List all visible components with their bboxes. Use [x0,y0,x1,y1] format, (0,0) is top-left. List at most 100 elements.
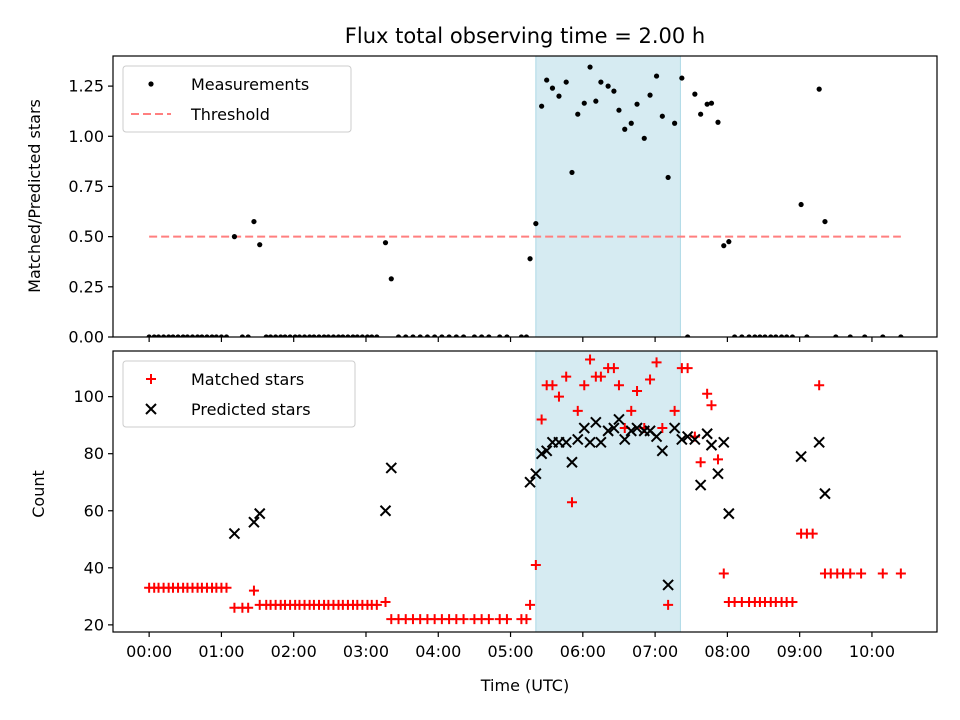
x-tick-label: 04:00 [415,642,461,661]
predicted-stars-point [613,413,625,426]
measurements-point [523,334,530,337]
measurements-point [726,239,732,245]
predicted-stars-point [813,436,825,448]
matched-stars-point [845,568,856,579]
matched-stars-point [536,414,547,425]
matched-stars-point [626,405,637,416]
measurements-point [784,334,790,337]
matched-stars-point [613,380,624,391]
measurements-point [350,334,356,337]
matched-stars-point [566,497,577,508]
measurements-point [395,334,402,337]
matched-stars-point [787,597,798,608]
top-y-tick-label: 0.50 [68,227,104,246]
matched-stars-point [547,380,558,391]
legend-frame [122,360,356,428]
top-y-tick-label: 0.00 [68,328,104,347]
measurements-point [479,334,485,337]
predicted-stars-point [595,436,607,448]
top-y-axis-label: Matched/Predicted stars [25,99,44,293]
predicted-stars-point [572,433,584,446]
predicted-stars-point [578,422,590,434]
bottom-y-tick-label: 100 [73,387,104,406]
bottom-y-tick-label: 80 [84,444,104,463]
measurements-point [816,86,822,92]
predicted-stars-point [540,445,553,457]
measurements-point [354,334,360,337]
measurements-point [311,334,317,337]
predicted-stars-point [681,430,694,443]
measurements-point [180,334,186,337]
measurements-point [732,334,738,337]
measurements-point [335,334,342,337]
measurements-point [278,334,284,337]
measurements-point [746,334,752,337]
matched-stars-point [695,457,706,468]
matched-stars-point [632,385,643,396]
measurements-point [898,334,904,337]
matched-stars-point [877,568,888,579]
x-tick-label: 10:00 [849,642,895,661]
matched-stars-point [521,614,532,625]
matched-stars-point [525,599,536,610]
matched-stars-point [579,380,590,391]
predicted-stars-point [656,445,669,457]
measurements-point [471,334,478,337]
matched-stars-point [458,614,469,625]
measurements-point [739,334,745,337]
legend-marker [145,403,157,415]
predicted-stars-point [254,507,266,520]
measurements-point [539,103,545,109]
legend-label: Matched stars [191,370,304,389]
measurements-point [641,135,647,141]
measurements-point [708,100,715,106]
bottom-y-tick-label: 40 [84,558,104,577]
measurements-point [194,334,201,337]
x-tick-label: 07:00 [632,642,678,661]
top-y-tick-label: 0.75 [68,177,104,196]
matched-stars-point [718,568,729,579]
matched-stars-point [221,582,232,593]
measurements-point [439,334,445,337]
top-legend: Measurements Threshold [122,65,352,133]
top-axes-frame [112,55,938,338]
predicted-stars-point [602,425,614,437]
matched-stars-point [663,599,674,610]
measurements-point [822,218,828,225]
measurements-point [773,334,779,337]
measurements-point [634,101,640,107]
top-y-tick-label: 1.25 [68,77,104,96]
measurements-point [204,334,210,337]
measurements-point [880,334,886,337]
measurements-point [189,334,196,337]
predicted-stars-point [723,507,735,520]
matched-stars-point [530,559,541,570]
measurements-point [575,111,581,117]
measurements-point [432,334,438,337]
measurements-point [798,201,804,208]
predicted-stars-point [524,476,536,488]
measurements-point [325,334,331,337]
predicted-stars-point [712,467,724,480]
bottom-y-tick-label: 20 [84,615,104,634]
measurements-point [605,83,611,89]
measurements-point [453,334,459,337]
top-observing-span [535,55,681,338]
measurements-point [345,334,351,337]
predicted-stars-point [619,433,631,446]
matched-stars-point [814,380,825,391]
measurements-point [199,334,205,337]
top-y-tick-label: 0.25 [68,277,104,296]
measurements-point [282,334,288,337]
measurements-point [257,242,263,248]
bottom-data [144,354,906,625]
measurements-point [685,334,691,337]
measurements-point [184,334,191,337]
measurements-point [307,334,313,337]
top-data [146,64,904,337]
bottom-observing-span [535,350,681,633]
measurements-point [245,334,251,337]
measurements-point [382,240,389,246]
x-tick-label: 05:00 [487,642,533,661]
measurements-point [321,334,327,337]
